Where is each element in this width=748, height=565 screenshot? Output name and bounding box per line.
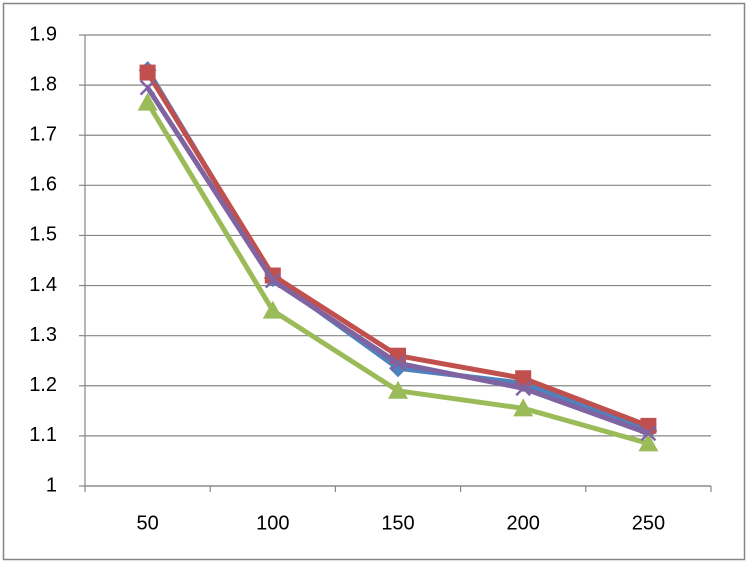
y-tick-label: 1.5 (29, 224, 57, 246)
y-tick-label: 1.1 (29, 424, 57, 446)
y-tick-label: 1.3 (29, 324, 57, 346)
marker (638, 433, 659, 452)
marker (139, 79, 156, 96)
x-tick-label: 250 (632, 512, 665, 534)
marker (513, 398, 534, 417)
marker (388, 380, 408, 399)
y-tick-label: 1 (46, 474, 57, 496)
x-tick-label: 200 (507, 512, 540, 534)
marker (139, 64, 156, 81)
y-tick-label: 1.2 (29, 374, 57, 396)
marker (137, 92, 158, 111)
x-tick-label: 100 (256, 512, 289, 534)
marker (515, 370, 532, 387)
y-tick-label: 1.4 (29, 274, 57, 296)
y-tick-label: 1.9 (29, 23, 57, 45)
x-tick-label: 50 (136, 512, 158, 534)
marker (640, 425, 657, 442)
x-tick-label: 150 (381, 512, 414, 534)
marker (515, 380, 532, 397)
marker (262, 300, 283, 319)
y-tick-label: 1.6 (29, 174, 57, 196)
marker (264, 272, 281, 289)
y-tick-label: 1.7 (29, 124, 57, 146)
marker (390, 355, 406, 372)
y-tick-label: 1.8 (29, 73, 57, 95)
